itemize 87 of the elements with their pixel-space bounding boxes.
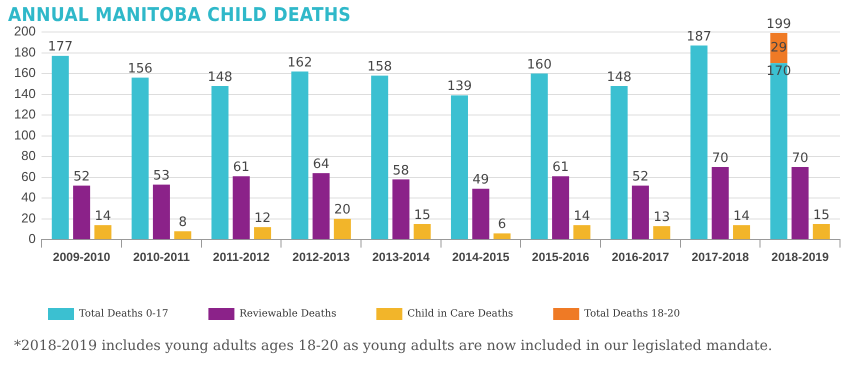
x-tick-label: 2009-2010 xyxy=(52,250,111,264)
data-label: 52 xyxy=(73,170,90,184)
data-label: 156 xyxy=(128,62,153,77)
data-label: 139 xyxy=(447,79,472,94)
bar xyxy=(610,86,628,240)
data-label: 15 xyxy=(414,208,430,223)
data-label: 15 xyxy=(813,208,830,223)
bar xyxy=(392,179,410,240)
data-label: 177 xyxy=(48,40,73,55)
bar xyxy=(494,233,511,240)
legend-label: Reviewable Deaths xyxy=(239,308,336,320)
data-label: 12 xyxy=(254,211,271,226)
y-tick-label: 80 xyxy=(21,148,36,164)
bar xyxy=(232,176,250,240)
bar xyxy=(632,186,649,240)
x-tick-label: 2018-2019 xyxy=(771,250,830,264)
x-tick-label: 2017-2018 xyxy=(692,250,750,264)
data-label: 64 xyxy=(312,157,330,172)
y-tick-label: 40 xyxy=(21,190,36,205)
data-label: 148 xyxy=(606,70,632,85)
bar xyxy=(552,176,570,240)
y-tick-label: 140 xyxy=(14,86,36,101)
data-label: 58 xyxy=(392,163,410,178)
legend-label: Total Deaths 0-17 xyxy=(79,308,168,320)
data-label: 29 xyxy=(770,40,788,56)
bar xyxy=(132,78,149,240)
legend-label: Child in Care Deaths xyxy=(407,308,514,320)
y-tick-label: 200 xyxy=(14,24,36,39)
bar xyxy=(690,45,708,240)
data-label: 14 xyxy=(574,208,590,224)
text: *2018-2019 includes young adults ages 18-20 as young adults are now included in our legislated mandate. xyxy=(14,338,772,354)
data-label: 61 xyxy=(232,160,250,176)
bar xyxy=(371,76,388,240)
bar xyxy=(712,166,729,240)
x-tick-label: 2016-2017 xyxy=(612,250,670,264)
bar xyxy=(472,188,490,240)
data-label: 61 xyxy=(552,160,569,176)
x-tick-label: 2014-2015 xyxy=(452,250,510,264)
bar xyxy=(174,231,192,240)
y-tick-label: 100 xyxy=(14,127,36,142)
bar xyxy=(414,224,431,240)
bar xyxy=(73,186,90,240)
bar xyxy=(450,95,468,240)
bar xyxy=(573,225,590,240)
x-tick-label: 2010-2011 xyxy=(133,250,190,264)
data-label: 187 xyxy=(686,29,712,44)
data-label: 14 xyxy=(733,208,750,224)
y-tick-label: 160 xyxy=(14,65,36,80)
data-label: 14 xyxy=(94,208,112,224)
y-tick-label: 20 xyxy=(21,210,36,226)
bar xyxy=(653,226,670,240)
data-label: 13 xyxy=(653,210,670,225)
data-label: 53 xyxy=(153,168,170,184)
x-tick-label: 2015-2016 xyxy=(532,250,590,264)
bar xyxy=(334,218,351,240)
data-label: 70 xyxy=(712,150,729,166)
bar xyxy=(733,225,750,240)
bar xyxy=(812,224,830,240)
x-tick-label: 2012-2013 xyxy=(292,250,350,264)
y-tick-label: 120 xyxy=(14,106,36,122)
data-label: 158 xyxy=(367,59,392,74)
chart-title: ANNUAL MANITOBA CHILD DEATHS xyxy=(8,4,352,26)
data-label: 70 xyxy=(792,150,808,166)
data-label: 52 xyxy=(632,170,649,184)
x-tick-label: 2013-2014 xyxy=(372,250,430,264)
bar xyxy=(152,184,170,240)
data-label: 148 xyxy=(208,70,232,85)
bar xyxy=(94,225,112,240)
data-label: 49 xyxy=(472,172,490,188)
data-label: 8 xyxy=(178,215,187,230)
data-label: 6 xyxy=(498,217,506,232)
bar xyxy=(792,166,809,240)
text: 199 xyxy=(766,16,792,32)
y-tick-label: 60 xyxy=(21,168,36,184)
bar xyxy=(254,227,272,240)
data-label: 160 xyxy=(526,57,552,72)
bar xyxy=(291,71,308,240)
data-label: 20 xyxy=(334,202,351,218)
bar xyxy=(211,86,228,240)
data-label: 162 xyxy=(287,55,312,70)
y-tick-label: 0 xyxy=(28,231,36,246)
bar xyxy=(52,56,69,240)
bar xyxy=(312,173,330,240)
y-tick-label: 180 xyxy=(14,44,36,60)
legend-label: Total Deaths 18-20 xyxy=(584,308,680,320)
bar xyxy=(530,74,548,240)
x-tick-label: 2011-2012 xyxy=(212,250,270,264)
